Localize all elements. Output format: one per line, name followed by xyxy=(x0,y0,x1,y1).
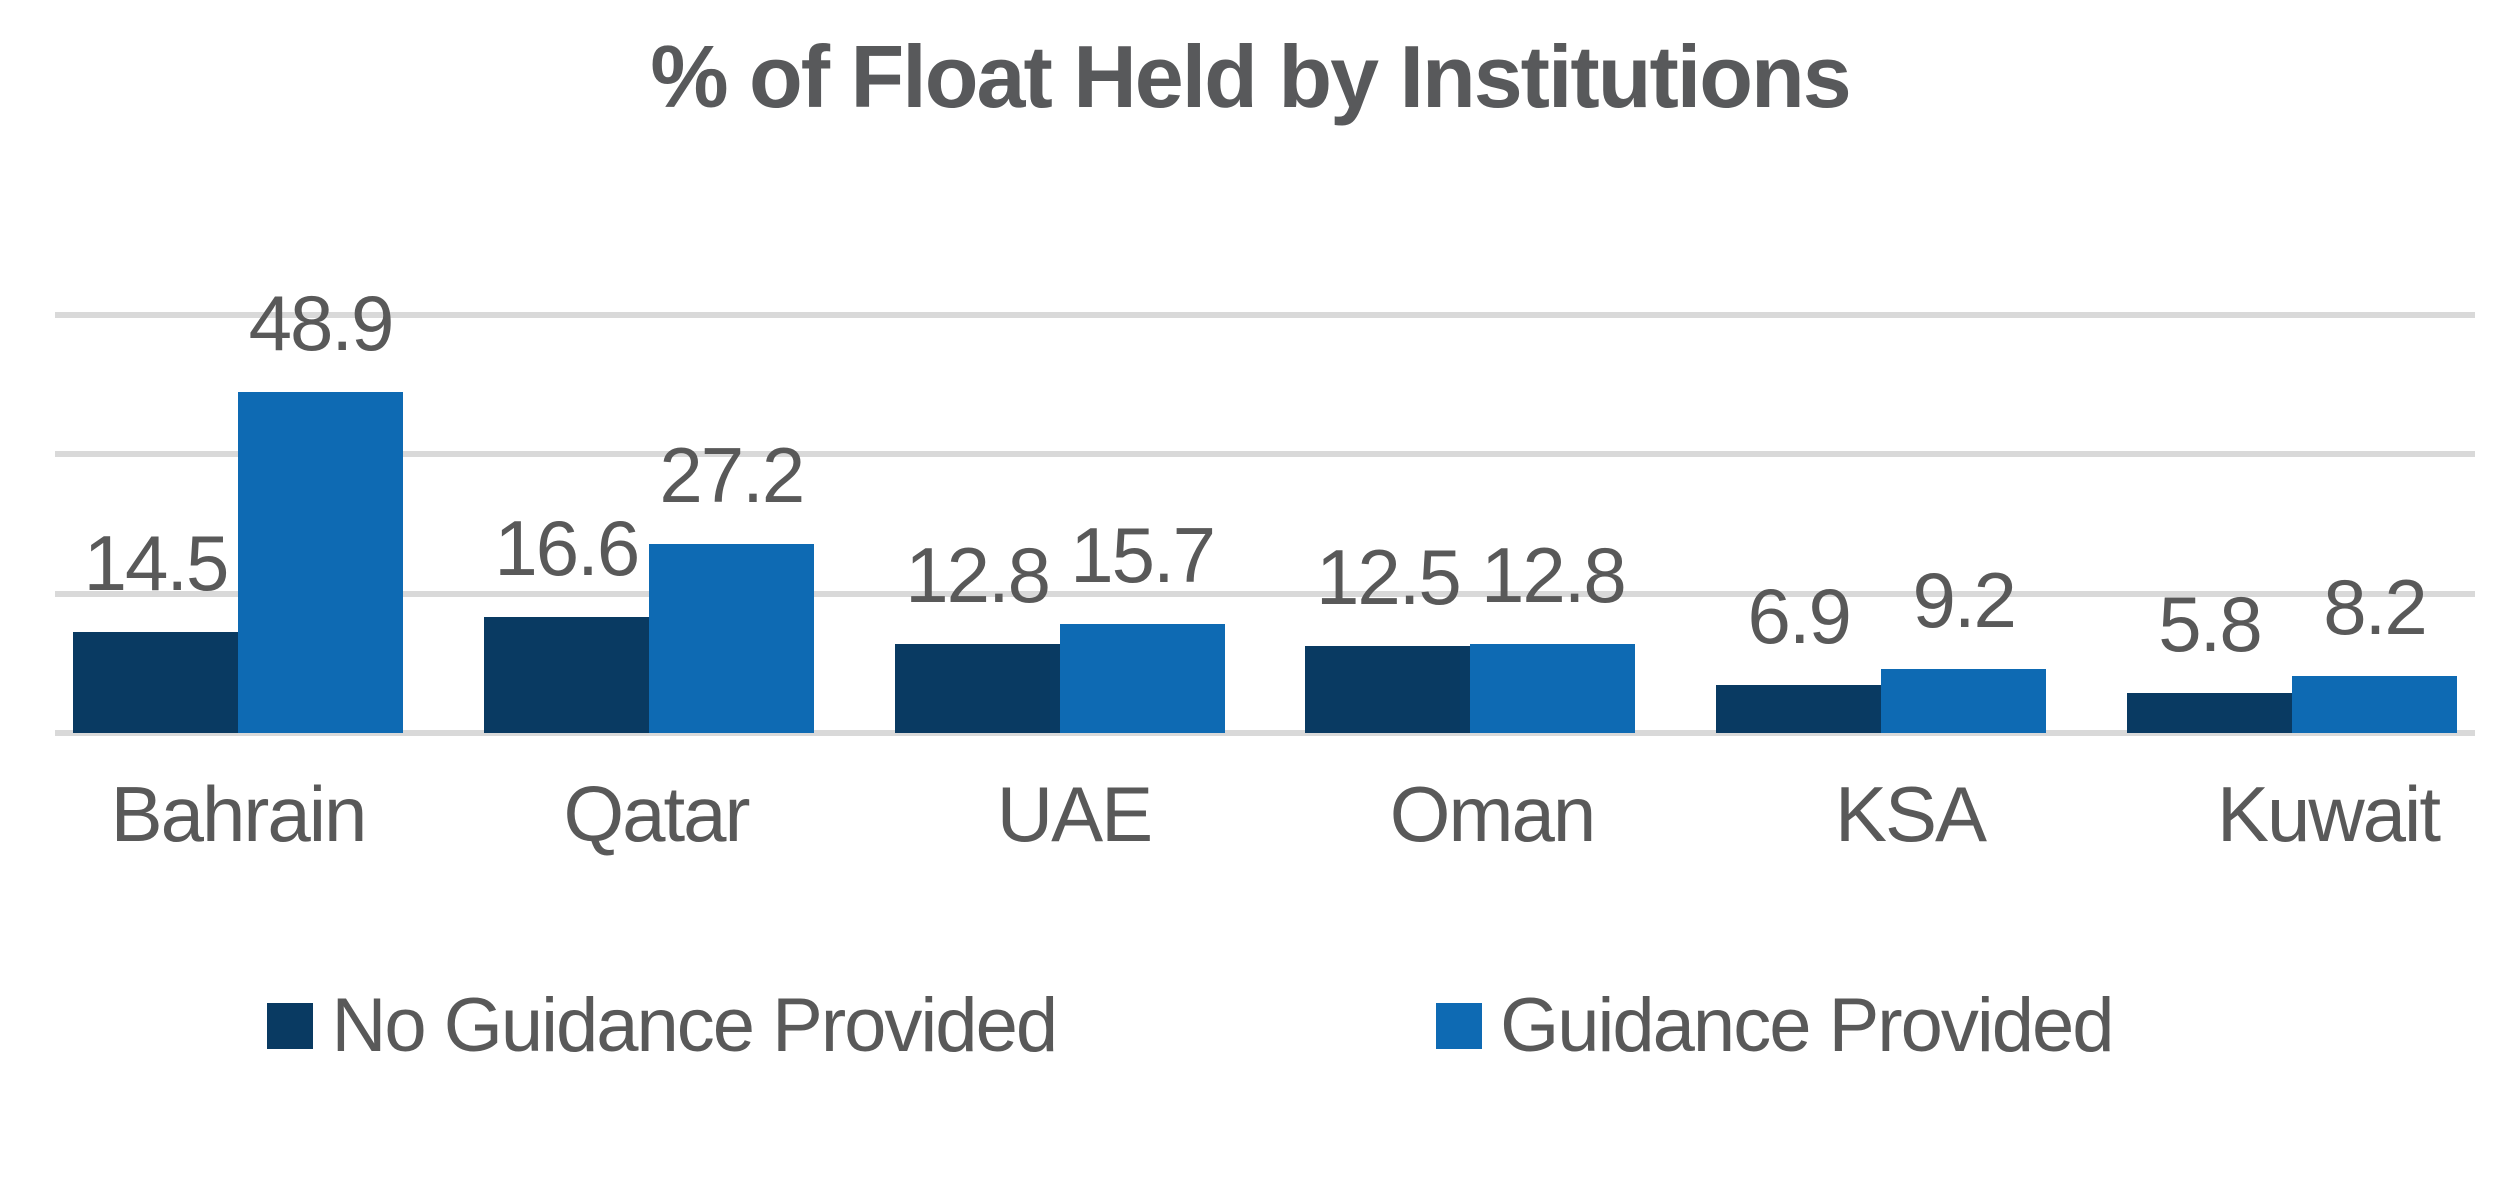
bar-ksa-guidance-provided[interactable]: 9.2 xyxy=(1881,561,2047,733)
data-label-oman-no-guidance-provided: 12.5 xyxy=(1315,532,1462,621)
bar-group-uae: 12.8 15.7 xyxy=(894,315,1225,733)
gridline-40 xyxy=(55,451,2475,458)
legend-label-guidance-provided: Guidance Provided xyxy=(1500,983,2114,1068)
bar-bahrain-guidance-provided[interactable]: 48.9 xyxy=(238,284,403,733)
data-label-oman-guidance-provided: 12.8 xyxy=(1480,530,1627,619)
chart-title: % of Float Held by Institutions xyxy=(650,27,1851,126)
bar-qatar-no-guidance-provided[interactable]: 16.6 xyxy=(483,509,649,733)
bar-group-ksa: 6.9 9.2 xyxy=(1716,315,2047,733)
legend-item-guidance-provided[interactable]: Guidance Provided xyxy=(1436,983,2115,1068)
plot-area: 14.5 48.9 16.6 27.2 12.8 15.7 12.5 12.8 6.9 9.2 5.… xyxy=(55,284,2475,736)
bar-group-bahrain: 14.5 48.9 xyxy=(73,284,403,733)
gridline-20 xyxy=(55,590,2475,597)
bar-kuwait-no-guidance-provided[interactable]: 5.8 xyxy=(2126,585,2292,733)
data-label-bahrain-guidance-provided: 48.9 xyxy=(248,279,395,368)
data-label-ksa-no-guidance-provided: 6.9 xyxy=(1747,571,1851,660)
bars-layer: 14.5 48.9 16.6 27.2 12.8 15.7 12.5 12.8 6.9 9.2 5.… xyxy=(55,284,2475,733)
data-label-ksa-guidance-provided: 9.2 xyxy=(1912,555,2016,644)
bar-ksa-no-guidance-provided[interactable]: 6.9 xyxy=(1716,577,1882,733)
legend-item-no-guidance-provided[interactable]: No Guidance Provided xyxy=(267,983,1058,1068)
bar-group-qatar: 16.6 27.2 xyxy=(483,315,814,733)
legend-label-no-guidance-provided: No Guidance Provided xyxy=(331,983,1058,1068)
bar-group-kuwait: 5.8 8.2 xyxy=(2126,315,2457,733)
data-label-bahrain-no-guidance-provided: 14.5 xyxy=(83,518,230,607)
legend-swatch-guidance-provided xyxy=(1436,1003,1483,1049)
bar-bahrain-no-guidance-provided[interactable]: 14.5 xyxy=(73,524,238,733)
data-label-qatar-no-guidance-provided: 16.6 xyxy=(494,504,640,593)
x-axis-label-ksa: KSA xyxy=(1834,770,1987,858)
data-label-uae-guidance-provided: 15.7 xyxy=(1070,510,1216,599)
x-axis-label-kuwait: Kuwait xyxy=(2216,770,2441,858)
bar-uae-no-guidance-provided[interactable]: 12.8 xyxy=(894,536,1060,733)
gridline-60 xyxy=(55,312,2475,318)
bar-uae-guidance-provided[interactable]: 15.7 xyxy=(1059,516,1225,733)
data-label-uae-no-guidance-provided: 12.8 xyxy=(905,530,1051,619)
x-axis-label-qatar: Qatar xyxy=(563,770,750,858)
x-axis-label-uae: UAE xyxy=(996,770,1153,858)
x-axis-label-oman: Oman xyxy=(1389,770,1596,858)
data-label-qatar-guidance-provided: 27.2 xyxy=(659,430,805,519)
bar-qatar-guidance-provided[interactable]: 27.2 xyxy=(648,436,814,733)
gridline-0 xyxy=(55,730,2475,736)
bar-group-oman: 12.5 12.8 xyxy=(1305,315,1636,733)
bar-kuwait-guidance-provided[interactable]: 8.2 xyxy=(2291,568,2457,733)
x-axis-labels: Bahrain Qatar UAE Oman KSA Kuwait xyxy=(55,770,2500,858)
data-label-kuwait-no-guidance-provided: 5.8 xyxy=(2158,579,2262,668)
bar-oman-guidance-provided[interactable]: 12.8 xyxy=(1470,536,1636,733)
legend-swatch-no-guidance-provided xyxy=(267,1003,314,1049)
x-axis-label-bahrain: Bahrain xyxy=(110,770,368,858)
bar-oman-no-guidance-provided[interactable]: 12.5 xyxy=(1305,538,1471,733)
data-label-kuwait-guidance-provided: 8.2 xyxy=(2323,562,2427,651)
legend: No Guidance Provided Guidance Provided xyxy=(0,988,2440,1064)
